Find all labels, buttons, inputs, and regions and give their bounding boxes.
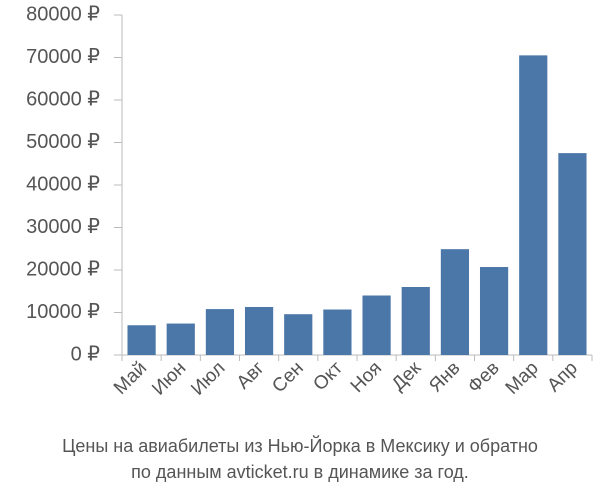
x-tick-label: Апр: [543, 358, 582, 397]
x-tick-label: Дек: [388, 357, 426, 395]
bar: [205, 309, 235, 355]
bar: [127, 325, 156, 355]
bar: [244, 306, 274, 355]
y-tick-label: 40000 ₽: [26, 173, 100, 195]
chart-subtitle: по данным avticket.ru в динамике за год.: [131, 462, 469, 482]
bar: [519, 55, 548, 355]
y-tick-label: 50000 ₽: [26, 131, 100, 153]
bar: [166, 323, 195, 355]
x-tick-label: Мар: [502, 358, 543, 399]
x-tick-label: Сен: [268, 358, 307, 397]
x-tick-label: Авг: [233, 358, 269, 394]
y-tick-label: 80000 ₽: [26, 3, 100, 25]
x-tick-label: Окт: [309, 357, 347, 395]
x-tick-label: Янв: [425, 358, 464, 397]
bar: [479, 267, 509, 355]
x-tick-label: Фев: [464, 358, 504, 398]
x-tick-label: Май: [110, 358, 151, 399]
y-tick-label: 20000 ₽: [26, 258, 100, 280]
y-tick-label: 10000 ₽: [26, 301, 100, 323]
bar: [401, 287, 430, 355]
x-tick-label: Июн: [148, 358, 190, 400]
bar: [558, 153, 587, 355]
bar: [362, 295, 391, 355]
y-tick-label: 30000 ₽: [26, 216, 100, 238]
y-tick-label: 70000 ₽: [26, 46, 100, 68]
x-tick-label: Июл: [187, 358, 229, 400]
y-tick-label: 60000 ₽: [26, 88, 100, 110]
chart-title: Цены на авиабилеты из Нью-Йорка в Мексик…: [62, 435, 538, 456]
y-tick-label: 0 ₽: [71, 343, 101, 365]
bar: [323, 309, 352, 355]
bar: [440, 249, 470, 355]
x-tick-label: Ноя: [347, 358, 386, 397]
bar: [284, 314, 313, 355]
